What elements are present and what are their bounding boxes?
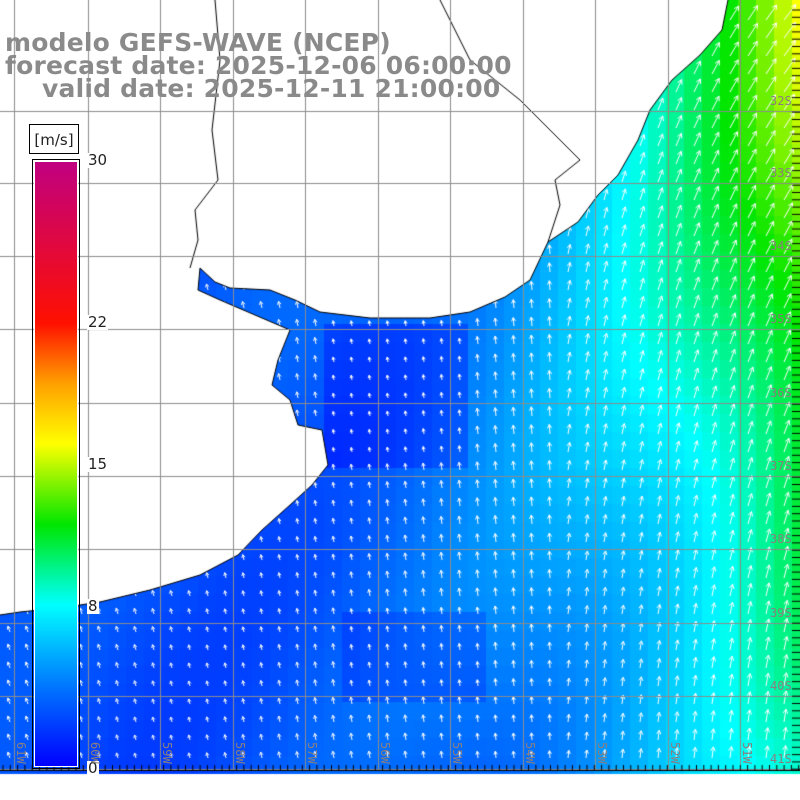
- latitude-label: 32S: [770, 94, 792, 108]
- longitude-label: 52W: [668, 742, 682, 764]
- colorbar: [32, 159, 80, 769]
- longitude-label: 61W: [14, 742, 28, 764]
- colorbar-tick-label: 0: [87, 759, 99, 777]
- colorbar-tick-label: 22: [87, 313, 109, 332]
- forecast-date: forecast date: 2025-12-06 06:00:00: [5, 51, 512, 80]
- latitude-label: 39S: [770, 606, 792, 620]
- longitude-label: 59W: [160, 742, 174, 764]
- colorbar-units: [m/s]: [29, 124, 79, 154]
- latitude-label: 40S: [770, 679, 792, 693]
- longitude-label: 56W: [378, 742, 392, 764]
- model-title: modelo GEFS-WAVE (NCEP): [5, 28, 391, 57]
- latitude-label: 34S: [770, 239, 792, 253]
- colorbar-tick-label: 15: [87, 455, 109, 473]
- longitude-label: 58W: [233, 742, 247, 764]
- longitude-label: 55W: [450, 742, 464, 764]
- latitude-label: 36S: [770, 386, 792, 400]
- longitude-label: 54W: [523, 742, 537, 764]
- latitude-label: 35S: [770, 312, 792, 326]
- colorbar-tick-label: 8: [87, 596, 99, 615]
- latitude-label: 37S: [770, 459, 792, 473]
- colorbar-gradient: [34, 161, 78, 767]
- latitude-label: 41S: [770, 752, 792, 766]
- latitude-label: 38S: [770, 532, 792, 546]
- valid-date: valid date: 2025-12-11 21:00:00: [42, 74, 501, 103]
- longitude-label: 60W: [88, 742, 102, 764]
- colorbar-tick-label: 30: [87, 151, 109, 169]
- longitude-label: 51W: [740, 742, 754, 764]
- longitude-label: 53W: [595, 742, 609, 764]
- longitude-label: 57W: [305, 742, 319, 764]
- latitude-label: 33S: [770, 166, 792, 180]
